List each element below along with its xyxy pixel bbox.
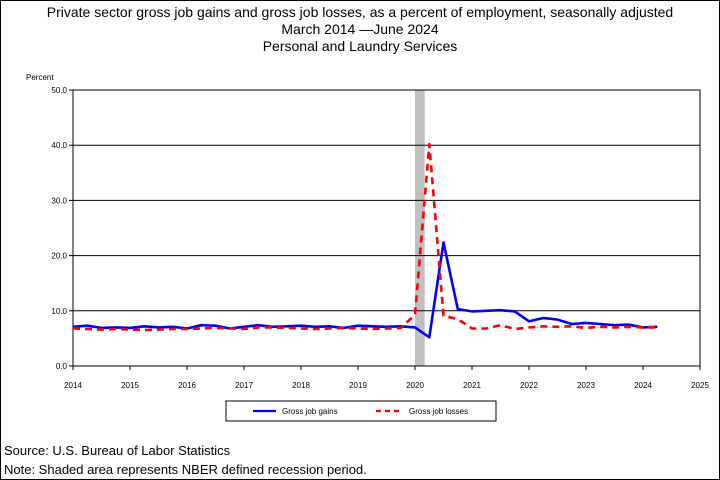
source-text: Source: U.S. Bureau of Labor Statistics (4, 443, 231, 458)
x-tick-label: 2024 (634, 381, 652, 390)
series-line-losses (72, 142, 658, 332)
series-line-gains (72, 241, 658, 339)
legend-label-gains: Gross job gains (282, 407, 338, 416)
x-tick-label: 2015 (121, 381, 139, 390)
chart-footer: Source: U.S. Bureau of Labor Statistics … (4, 441, 367, 479)
x-tick-label: 2021 (463, 381, 481, 390)
y-tick-label: 30.0 (51, 196, 67, 205)
plot-area-border (72, 89, 701, 367)
chart-title: Private sector gross job gains and gross… (46, 4, 674, 20)
chart-date-range: March 2014 —June 2024 (281, 21, 439, 37)
x-tick-label: 2019 (349, 381, 367, 390)
x-tick-label: 2017 (235, 381, 253, 390)
x-tick-label: 2020 (406, 381, 424, 390)
y-tick-label: 50.0 (51, 86, 67, 95)
x-tick-label: 2014 (64, 381, 82, 390)
y-tick-label: 40.0 (51, 141, 67, 150)
y-tick-label: 20.0 (51, 252, 67, 261)
chart-industry: Personal and Laundry Services (262, 38, 458, 54)
legend-box (225, 400, 497, 422)
y-tick-label: 10.0 (51, 307, 67, 316)
recession-band (415, 90, 425, 366)
x-tick-label: 2016 (178, 381, 196, 390)
chart-titles: Private sector gross job gains and gross… (0, 4, 720, 55)
y-axis-label: Percent (26, 73, 54, 82)
y-tick-label: 0.0 (56, 362, 68, 371)
legend-label-losses: Gross job losses (409, 407, 468, 416)
x-tick-label: 2018 (292, 381, 310, 390)
x-tick-label: 2022 (520, 381, 538, 390)
x-tick-label: 2023 (577, 381, 595, 390)
note-text: Note: Shaded area represents NBER define… (4, 462, 367, 477)
x-tick-label: 2025 (691, 381, 709, 390)
